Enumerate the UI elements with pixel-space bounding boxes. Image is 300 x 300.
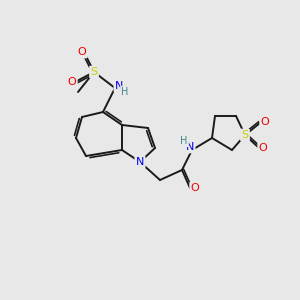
Text: N: N [115,81,123,91]
Text: O: O [78,47,86,57]
Text: S: S [242,130,249,140]
Text: O: O [259,143,267,153]
Text: H: H [180,136,188,146]
Text: O: O [261,117,269,127]
Text: N: N [186,142,194,152]
Text: S: S [90,67,98,77]
Text: N: N [136,157,144,167]
Text: H: H [121,87,129,97]
Text: O: O [68,77,76,87]
Text: O: O [190,183,200,193]
